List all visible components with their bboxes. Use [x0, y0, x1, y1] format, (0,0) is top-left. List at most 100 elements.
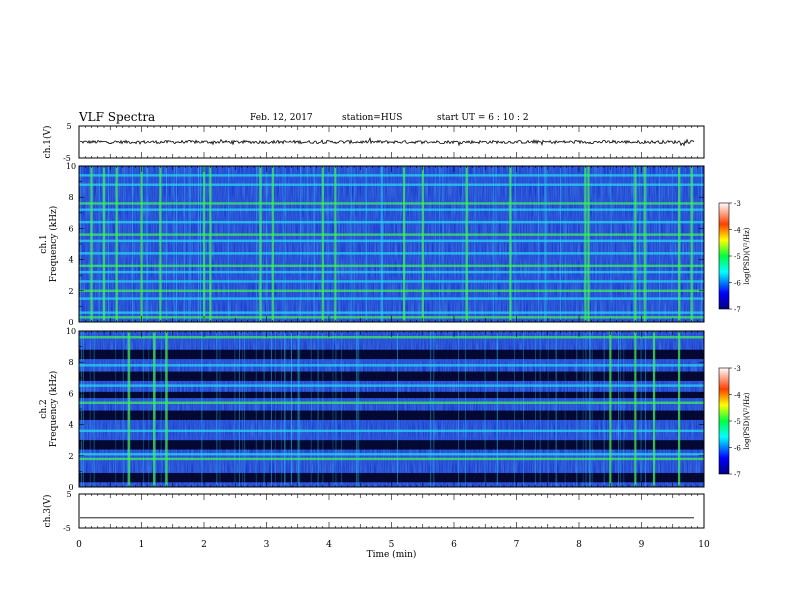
- vertical-noise-line: [201, 331, 203, 487]
- vertical-noise-line: [659, 166, 660, 322]
- vertical-burst: [634, 166, 637, 322]
- colorbar-tick-label: -4: [734, 392, 741, 400]
- vertical-noise-line: [539, 331, 541, 487]
- vertical-noise-line: [618, 331, 620, 487]
- vertical-noise-line: [355, 331, 357, 487]
- vertical-noise-line: [564, 166, 566, 322]
- vertical-noise-line: [271, 331, 273, 487]
- vertical-noise-line: [255, 331, 257, 487]
- frequency-band: [79, 252, 704, 255]
- spectrogram-noise: [79, 166, 704, 322]
- colorbar-tick-label: -4: [734, 227, 741, 235]
- vertical-noise-line: [523, 331, 524, 487]
- spectrogram-ytick-label: 6: [68, 389, 73, 398]
- dark-band: [79, 349, 704, 360]
- colorbar-tick-label: -5: [734, 418, 741, 426]
- vertical-noise-line: [98, 166, 100, 322]
- vertical-noise-line: [102, 166, 104, 322]
- vertical-noise-line: [639, 166, 641, 322]
- frequency-band: [79, 270, 704, 274]
- vertical-noise-line: [671, 166, 673, 322]
- vertical-noise-line: [89, 331, 91, 487]
- vertical-noise-line: [274, 331, 276, 487]
- vertical-noise-line: [147, 166, 148, 322]
- vertical-noise-line: [496, 331, 498, 487]
- colorbar-label: log(PSD)(V²/Hz): [743, 392, 751, 449]
- ch1-ylabel: ch.1(V): [42, 126, 53, 159]
- vertical-burst: [321, 166, 324, 322]
- vertical-burst: [678, 331, 681, 487]
- vertical-noise-line: [239, 331, 240, 487]
- frequency-band: [79, 384, 704, 387]
- vertical-noise-line: [299, 331, 301, 487]
- frequency-band: [79, 202, 704, 205]
- vertical-noise-line: [188, 166, 190, 322]
- vertical-noise-line: [89, 166, 91, 322]
- vertical-noise-line: [198, 166, 199, 322]
- x-tick-label: 3: [264, 540, 270, 550]
- frequency-band: [79, 453, 704, 456]
- ch1-ytick-label: 5: [66, 122, 71, 131]
- vertical-noise-line: [595, 166, 597, 322]
- vertical-burst: [209, 166, 212, 322]
- x-tick-label: 9: [639, 540, 645, 550]
- vertical-burst: [271, 166, 274, 322]
- vertical-noise-line: [646, 166, 647, 322]
- spectrogram-ytick-label: 4: [68, 256, 73, 265]
- x-tick-label: 2: [201, 540, 207, 550]
- spectrogram-ytick-label: 10: [66, 162, 76, 171]
- vertical-noise-line: [261, 166, 262, 322]
- vertical-noise-line: [418, 166, 420, 322]
- vertical-burst: [465, 166, 468, 322]
- spectrogram-ytick-label: 0: [68, 318, 73, 327]
- vertical-noise-line: [282, 166, 284, 322]
- vertical-noise-line: [148, 331, 150, 487]
- vertical-noise-line: [244, 331, 246, 487]
- colorbar-tick-label: -7: [734, 471, 741, 479]
- vertical-noise-line: [132, 166, 134, 322]
- colorbar-1: -3 -4 -5 -6 -7 log(PSD)(V²/Hz): [718, 200, 751, 314]
- frequency-band: [79, 208, 704, 211]
- ch3-ytick-label: -5: [63, 524, 71, 533]
- vertical-noise-line: [439, 166, 440, 322]
- colorbar-gradient: [718, 367, 730, 475]
- vertical-noise-line: [464, 331, 466, 487]
- vertical-noise-line: [435, 166, 436, 322]
- frequency-band: [79, 174, 704, 177]
- vertical-noise-line: [93, 331, 95, 487]
- vertical-noise-line: [176, 166, 177, 322]
- colorbar-gradient: [718, 202, 730, 310]
- vertical-burst: [115, 166, 118, 322]
- vertical-noise-line: [645, 331, 647, 487]
- vertical-noise-line: [560, 166, 561, 322]
- vertical-noise-line: [535, 331, 536, 487]
- station-label: station=HUS: [342, 113, 403, 123]
- vertical-burst: [159, 166, 162, 322]
- vertical-burst: [90, 166, 93, 322]
- frequency-band: [79, 401, 704, 404]
- vertical-burst: [103, 166, 106, 322]
- spectrogram-ytick-label: 0: [68, 483, 73, 492]
- vertical-burst: [690, 166, 693, 322]
- vertical-noise-line: [484, 331, 486, 487]
- vertical-noise-line: [300, 166, 302, 322]
- frequency-band: [79, 336, 704, 339]
- vertical-noise-line: [600, 166, 602, 322]
- vertical-noise-line: [497, 331, 498, 487]
- vertical-noise-line: [610, 166, 612, 322]
- start-time-label: start UT = 6 : 10 : 2: [437, 113, 529, 123]
- vertical-noise-line: [555, 331, 557, 487]
- frequency-band: [79, 297, 704, 300]
- frequency-band: [79, 364, 704, 367]
- vertical-noise-line: [589, 331, 590, 487]
- vertical-noise-line: [115, 331, 117, 487]
- spectrogram-ytick-label: 6: [68, 224, 73, 233]
- vertical-noise-line: [433, 331, 435, 487]
- colorbar-label: log(PSD)(V²/Hz): [743, 227, 751, 284]
- spectrogram-ytick-label: 10: [66, 327, 76, 336]
- vertical-burst: [609, 331, 612, 487]
- ch3-ytick-label: 5: [66, 490, 71, 499]
- vertical-noise-line: [564, 331, 566, 487]
- vertical-noise-line: [458, 331, 459, 487]
